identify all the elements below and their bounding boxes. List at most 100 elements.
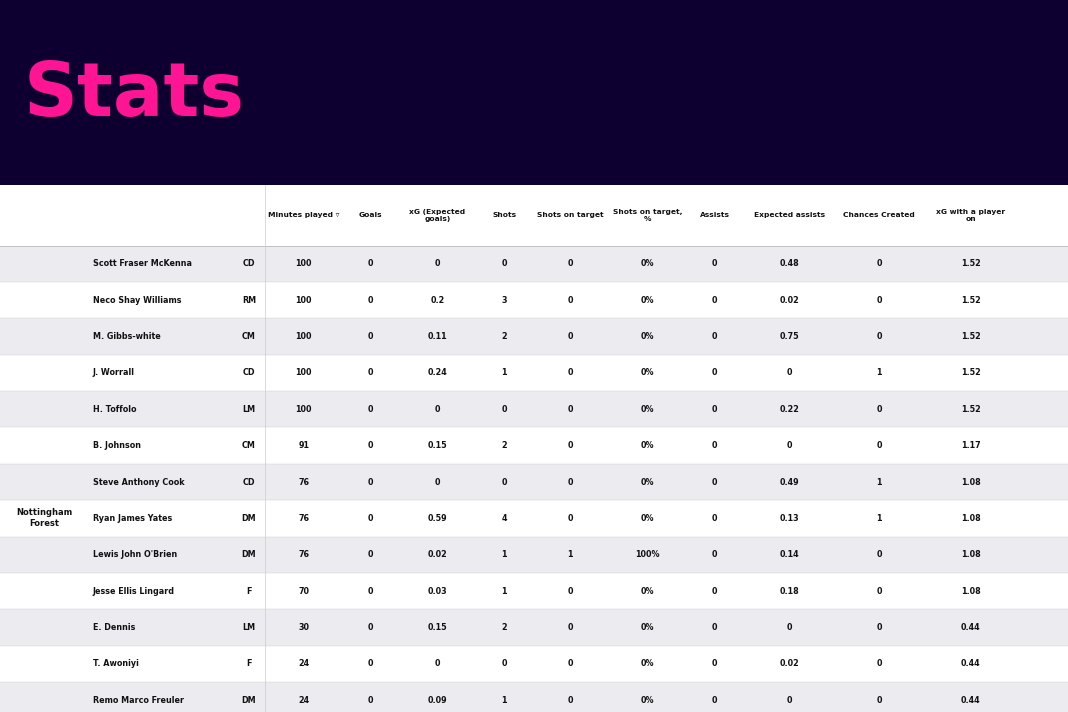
Text: Shots on target,
%: Shots on target, % [613, 209, 682, 222]
Text: 0.02: 0.02 [780, 295, 799, 305]
Text: Jesse Ellis Lingard: Jesse Ellis Lingard [93, 587, 175, 595]
Text: 0: 0 [711, 550, 718, 559]
Text: 0: 0 [367, 478, 374, 486]
Text: 0: 0 [567, 295, 574, 305]
Text: 0: 0 [567, 478, 574, 486]
Text: Nottingham
Forest: Nottingham Forest [16, 508, 73, 528]
Text: DM: DM [241, 514, 256, 523]
Text: 0%: 0% [641, 659, 655, 669]
Bar [0, 609, 1068, 646]
Text: 0.02: 0.02 [780, 659, 799, 669]
Text: Shots on target: Shots on target [537, 212, 603, 219]
Text: 0: 0 [786, 441, 792, 450]
Text: 1.08: 1.08 [961, 587, 980, 595]
Text: Goals: Goals [359, 212, 382, 219]
Text: B. Johnson: B. Johnson [93, 441, 141, 450]
Text: xG (Expected
goals): xG (Expected goals) [409, 209, 466, 222]
Text: M. Gibbs-white: M. Gibbs-white [93, 332, 160, 341]
Text: 0: 0 [711, 587, 718, 595]
Text: 0: 0 [367, 295, 374, 305]
Text: Lewis John O'Brien: Lewis John O'Brien [93, 550, 177, 559]
Text: 76: 76 [298, 550, 310, 559]
Text: 0.14: 0.14 [780, 550, 799, 559]
Text: 0: 0 [367, 368, 374, 377]
Text: 0: 0 [501, 478, 507, 486]
Text: 30: 30 [298, 623, 310, 632]
Text: 0.44: 0.44 [961, 659, 980, 669]
Text: 0: 0 [567, 587, 574, 595]
Text: 0: 0 [786, 623, 792, 632]
Text: xG with a player
on: xG with a player on [937, 209, 1005, 222]
Text: 0: 0 [711, 696, 718, 705]
Text: 0.2: 0.2 [430, 295, 444, 305]
Text: 1.52: 1.52 [961, 259, 980, 268]
Text: 0: 0 [435, 659, 440, 669]
Text: 0.44: 0.44 [961, 696, 980, 705]
Text: 4: 4 [501, 514, 507, 523]
Text: 100: 100 [296, 259, 312, 268]
Text: 0: 0 [711, 405, 718, 414]
Text: 0%: 0% [641, 623, 655, 632]
Text: 1: 1 [501, 696, 507, 705]
Text: Expected assists: Expected assists [754, 212, 824, 219]
Text: 0.09: 0.09 [427, 696, 447, 705]
Text: 0.18: 0.18 [780, 587, 799, 595]
Text: 0.15: 0.15 [427, 441, 447, 450]
Text: 0: 0 [367, 259, 374, 268]
Text: Chances Created: Chances Created [843, 212, 915, 219]
Text: F: F [246, 587, 252, 595]
Text: 1: 1 [876, 368, 882, 377]
Text: Assists: Assists [700, 212, 729, 219]
Text: DM: DM [241, 696, 256, 705]
Text: 1.08: 1.08 [961, 478, 980, 486]
Text: 0: 0 [876, 259, 882, 268]
Text: 100: 100 [296, 368, 312, 377]
Bar [0, 573, 1068, 609]
Bar [0, 682, 1068, 712]
Text: Remo Marco Freuler: Remo Marco Freuler [93, 696, 184, 705]
Text: 2: 2 [501, 441, 507, 450]
Text: 0: 0 [567, 259, 574, 268]
Bar [0, 646, 1068, 682]
Text: 0: 0 [567, 696, 574, 705]
Text: 2: 2 [501, 623, 507, 632]
Text: 0: 0 [711, 623, 718, 632]
Text: 0.44: 0.44 [961, 623, 980, 632]
Text: 0: 0 [435, 405, 440, 414]
Text: Neco Shay Williams: Neco Shay Williams [93, 295, 182, 305]
Text: 1: 1 [501, 368, 507, 377]
Text: 0: 0 [711, 659, 718, 669]
Text: 0: 0 [876, 659, 882, 669]
Text: 0.48: 0.48 [780, 259, 799, 268]
Text: 0: 0 [711, 514, 718, 523]
Text: 0.02: 0.02 [427, 550, 447, 559]
Text: 0: 0 [567, 405, 574, 414]
Text: 0%: 0% [641, 441, 655, 450]
Text: 0: 0 [876, 295, 882, 305]
Text: 0: 0 [501, 405, 507, 414]
Text: E. Dennis: E. Dennis [93, 623, 136, 632]
Text: Ryan James Yates: Ryan James Yates [93, 514, 172, 523]
Text: 0%: 0% [641, 696, 655, 705]
Text: 1.08: 1.08 [961, 550, 980, 559]
Text: 0.15: 0.15 [427, 623, 447, 632]
Text: 0: 0 [367, 587, 374, 595]
Text: 0: 0 [367, 696, 374, 705]
Text: 0: 0 [876, 550, 882, 559]
Text: 0: 0 [367, 659, 374, 669]
Text: LM: LM [242, 623, 255, 632]
Text: 0.13: 0.13 [780, 514, 799, 523]
Text: 0: 0 [567, 659, 574, 669]
Text: 0: 0 [367, 514, 374, 523]
Text: Scott Fraser McKenna: Scott Fraser McKenna [93, 259, 192, 268]
Text: 3: 3 [501, 295, 507, 305]
Text: 1.52: 1.52 [961, 295, 980, 305]
Text: Stats: Stats [23, 59, 245, 132]
Text: 0: 0 [711, 259, 718, 268]
Text: 0: 0 [711, 295, 718, 305]
Bar [0, 318, 1068, 355]
Text: 1: 1 [876, 514, 882, 523]
Text: 76: 76 [298, 514, 310, 523]
Text: 1.17: 1.17 [961, 441, 980, 450]
Text: DM: DM [241, 550, 256, 559]
